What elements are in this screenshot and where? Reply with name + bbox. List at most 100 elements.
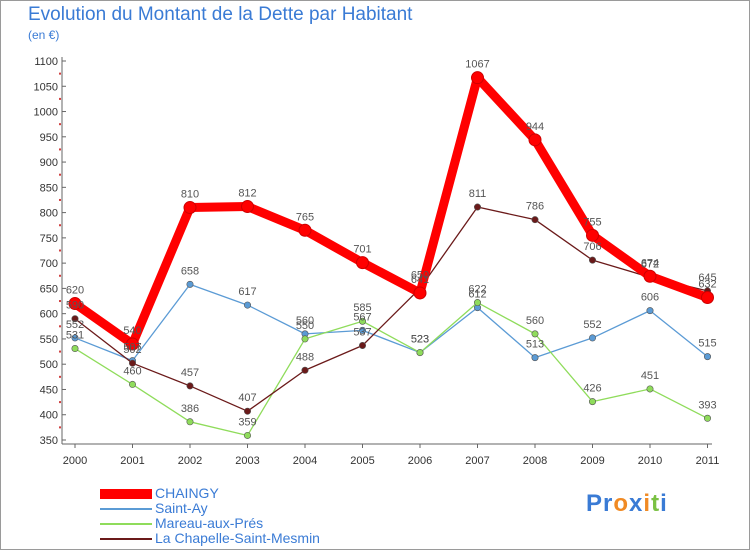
y-tick-label: 800 xyxy=(40,208,58,220)
data-point xyxy=(643,269,657,283)
y-tick-label: 400 xyxy=(40,410,58,422)
series-line xyxy=(74,206,709,412)
data-point xyxy=(358,342,366,350)
x-tick-label: 2011 xyxy=(696,455,720,467)
data-label: 810 xyxy=(181,189,199,201)
data-label: 645 xyxy=(698,272,716,284)
data-point xyxy=(244,301,252,309)
data-point xyxy=(129,359,137,367)
data-label: 606 xyxy=(641,292,659,304)
y-tick-label: 950 xyxy=(40,132,58,144)
data-label: 641 xyxy=(411,274,429,286)
data-point xyxy=(701,290,714,304)
legend-swatch xyxy=(100,489,152,499)
y-minor-tick xyxy=(59,274,61,277)
y-minor-tick xyxy=(59,401,61,404)
data-label: 811 xyxy=(469,188,487,200)
y-minor-tick xyxy=(59,350,61,353)
data-label: 560 xyxy=(296,315,314,327)
data-label: 457 xyxy=(181,367,199,379)
data-label: 426 xyxy=(583,383,601,395)
y-minor-tick xyxy=(59,325,61,328)
y-tick-label: 450 xyxy=(40,384,58,396)
legend-label: Saint-Ay xyxy=(155,500,208,516)
data-label: 620 xyxy=(66,285,84,297)
series-line xyxy=(74,301,709,437)
data-point xyxy=(301,335,309,343)
y-minor-tick xyxy=(59,173,61,176)
y-minor-tick xyxy=(59,148,61,151)
data-label: 523 xyxy=(411,334,429,346)
data-point xyxy=(473,203,481,211)
x-tick-label: 2000 xyxy=(63,455,87,467)
data-point xyxy=(703,414,711,422)
y-minor-tick xyxy=(59,375,61,378)
data-label: 359 xyxy=(238,416,256,428)
data-label: 658 xyxy=(181,265,199,277)
data-label: 460 xyxy=(123,365,141,377)
data-label: 612 xyxy=(468,289,486,301)
data-point xyxy=(528,133,542,147)
data-point xyxy=(416,349,424,357)
data-label: 386 xyxy=(181,403,199,415)
data-label: 502 xyxy=(123,344,141,356)
y-tick-label: 1000 xyxy=(34,107,58,119)
data-point xyxy=(68,297,82,311)
data-label: 617 xyxy=(238,286,256,298)
y-tick-label: 1100 xyxy=(34,56,58,68)
data-label: 1067 xyxy=(465,59,489,71)
data-label: 672 xyxy=(641,258,659,270)
x-tick-label: 2006 xyxy=(408,455,432,467)
y-tick-label: 350 xyxy=(40,435,58,447)
data-label: 560 xyxy=(526,315,544,327)
data-label: 531 xyxy=(66,330,84,342)
data-label: 550 xyxy=(296,320,314,332)
x-tick-label: 2010 xyxy=(638,455,662,467)
y-tick-label: 500 xyxy=(40,359,58,371)
data-label: 786 xyxy=(526,201,544,213)
data-label: 755 xyxy=(583,216,601,228)
y-tick-label: 600 xyxy=(40,309,58,321)
data-label: 622 xyxy=(468,284,486,296)
data-label: 706 xyxy=(583,241,601,253)
data-point xyxy=(129,380,137,388)
data-point xyxy=(186,382,194,390)
data-point xyxy=(646,385,654,393)
data-point xyxy=(531,354,539,362)
data-point xyxy=(301,366,309,374)
data-point xyxy=(71,345,79,353)
y-minor-tick xyxy=(59,224,61,227)
data-point xyxy=(413,286,427,300)
data-point xyxy=(126,337,139,351)
y-tick-label: 750 xyxy=(40,233,58,245)
data-point xyxy=(244,431,252,439)
y-tick-label: 1050 xyxy=(34,81,58,93)
data-point xyxy=(471,71,484,85)
x-tick-label: 2005 xyxy=(350,455,374,467)
data-label: 451 xyxy=(641,370,659,382)
data-label: 537 xyxy=(353,327,371,339)
y-tick-label: 700 xyxy=(40,258,58,270)
legend-label: Mareau-aux-Prés xyxy=(155,515,264,531)
data-label: 674 xyxy=(641,257,659,269)
legend-label: La Chapelle-Saint-Mesmin xyxy=(155,530,320,546)
data-point xyxy=(71,334,79,342)
legend-swatch xyxy=(100,508,152,510)
data-label: 507 xyxy=(123,342,141,354)
proxiti-logo: Proxiti xyxy=(586,490,668,517)
y-minor-tick xyxy=(59,198,61,201)
y-tick-label: 650 xyxy=(40,283,58,295)
data-point xyxy=(531,216,539,224)
x-tick-label: 2004 xyxy=(293,455,317,467)
data-label: 944 xyxy=(526,121,544,133)
data-label: 523 xyxy=(411,334,429,346)
data-point xyxy=(473,299,481,307)
data-point xyxy=(358,326,366,334)
data-point xyxy=(186,280,194,288)
y-tick-label: 550 xyxy=(40,334,58,346)
y-minor-tick xyxy=(59,123,61,126)
y-tick-label: 850 xyxy=(40,182,58,194)
x-tick-label: 2009 xyxy=(580,455,604,467)
series-line xyxy=(74,283,709,362)
